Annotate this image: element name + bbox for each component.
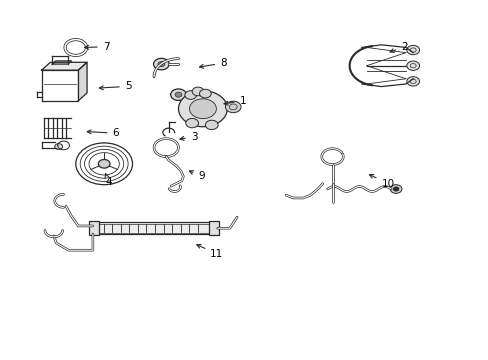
Circle shape bbox=[189, 99, 216, 119]
Polygon shape bbox=[41, 62, 87, 70]
Circle shape bbox=[55, 144, 62, 149]
Text: 1: 1 bbox=[224, 96, 246, 106]
Circle shape bbox=[389, 185, 401, 193]
Text: 6: 6 bbox=[87, 128, 119, 138]
Text: 8: 8 bbox=[199, 58, 226, 68]
Text: 11: 11 bbox=[196, 244, 223, 259]
Circle shape bbox=[185, 118, 198, 128]
Bar bbox=[209, 221, 219, 235]
Polygon shape bbox=[52, 61, 71, 64]
Circle shape bbox=[184, 91, 196, 99]
Circle shape bbox=[170, 89, 186, 100]
Circle shape bbox=[158, 62, 164, 67]
Text: 4: 4 bbox=[105, 174, 112, 187]
Circle shape bbox=[392, 187, 398, 191]
Circle shape bbox=[153, 58, 169, 70]
Circle shape bbox=[406, 77, 419, 86]
Circle shape bbox=[205, 120, 218, 130]
Circle shape bbox=[98, 159, 110, 168]
Text: 10: 10 bbox=[368, 175, 394, 189]
Polygon shape bbox=[78, 62, 87, 101]
Text: 2: 2 bbox=[389, 42, 407, 53]
Bar bbox=[98, 222, 210, 234]
Bar bbox=[89, 221, 99, 235]
Circle shape bbox=[192, 87, 203, 96]
Circle shape bbox=[178, 91, 227, 127]
Text: 9: 9 bbox=[189, 171, 204, 181]
Text: 7: 7 bbox=[84, 42, 109, 52]
Circle shape bbox=[406, 45, 419, 55]
Bar bbox=[99, 224, 208, 233]
Circle shape bbox=[406, 61, 419, 71]
Text: 3: 3 bbox=[180, 132, 197, 142]
Circle shape bbox=[175, 92, 182, 97]
Text: 5: 5 bbox=[99, 81, 131, 91]
Circle shape bbox=[225, 101, 241, 113]
Circle shape bbox=[199, 89, 211, 98]
